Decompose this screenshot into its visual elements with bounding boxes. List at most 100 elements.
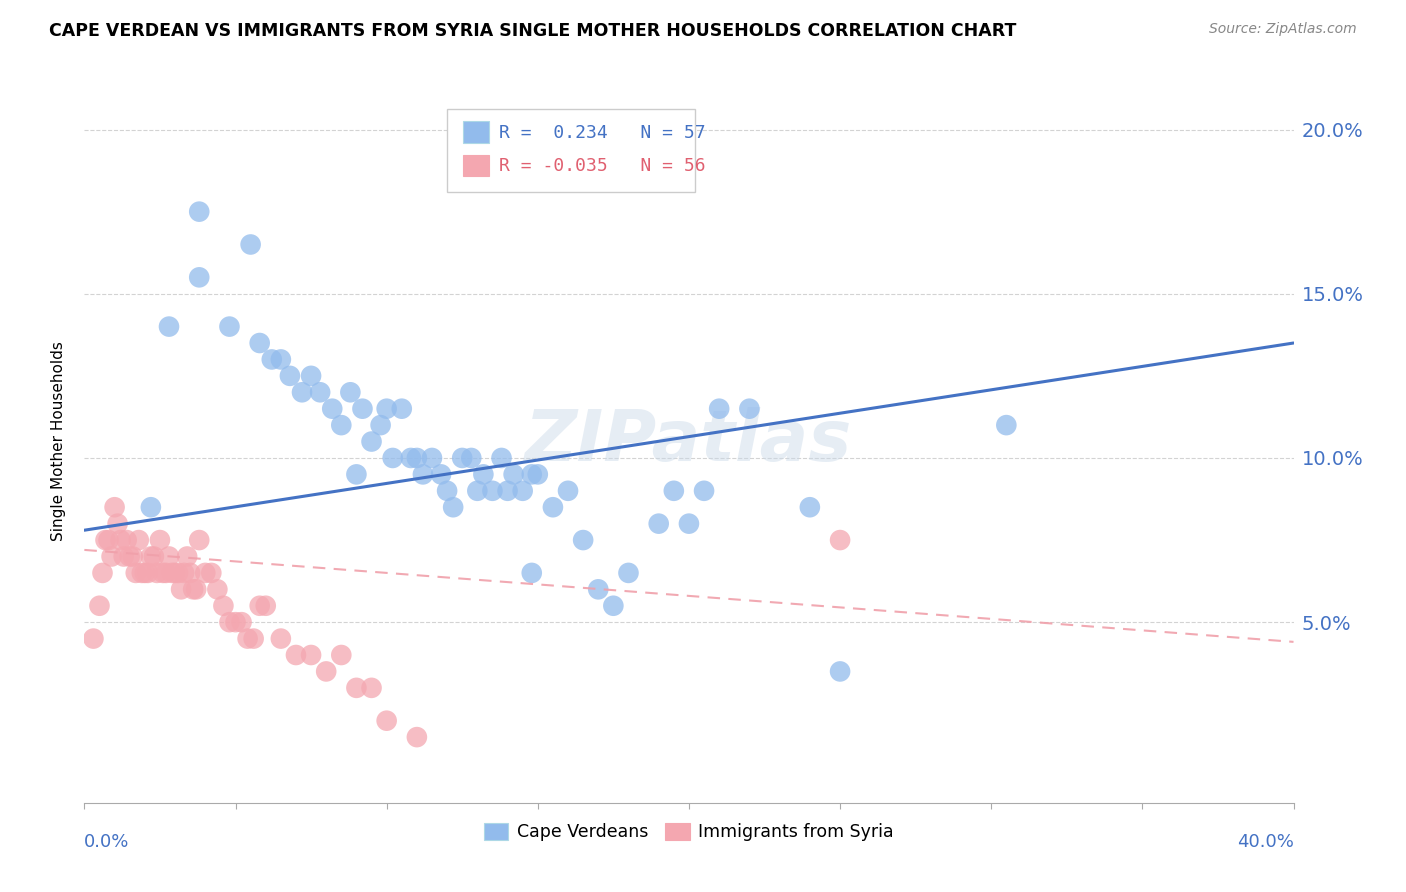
Point	[799, 500, 821, 515]
Point	[496, 483, 519, 498]
Point	[541, 500, 564, 515]
Point	[125, 566, 148, 580]
Point	[375, 714, 398, 728]
Point	[309, 385, 332, 400]
Point	[239, 237, 262, 252]
Point	[131, 566, 153, 580]
Point	[179, 566, 201, 580]
Text: CAPE VERDEAN VS IMMIGRANTS FROM SYRIA SINGLE MOTHER HOUSEHOLDS CORRELATION CHART: CAPE VERDEAN VS IMMIGRANTS FROM SYRIA SI…	[49, 22, 1017, 40]
Point	[467, 483, 489, 498]
FancyBboxPatch shape	[463, 121, 489, 143]
Point	[662, 483, 685, 498]
Point	[830, 533, 852, 547]
Point	[157, 549, 180, 564]
Text: 0.0%: 0.0%	[84, 833, 129, 851]
Point	[572, 533, 595, 547]
Point	[315, 665, 337, 679]
Point	[339, 385, 361, 400]
Legend: Cape Verdeans, Immigrants from Syria: Cape Verdeans, Immigrants from Syria	[477, 816, 901, 848]
Point	[218, 615, 240, 630]
Point	[406, 450, 429, 465]
Point	[89, 599, 111, 613]
Point	[588, 582, 610, 597]
Point	[165, 566, 187, 580]
Point	[278, 368, 301, 383]
Point	[82, 632, 104, 646]
Point	[212, 599, 235, 613]
Text: R = -0.035   N = 56: R = -0.035 N = 56	[499, 157, 706, 175]
Point	[242, 632, 264, 646]
Point	[678, 516, 700, 531]
Point	[520, 467, 543, 482]
Point	[155, 566, 177, 580]
Point	[436, 483, 458, 498]
Point	[186, 582, 208, 597]
Point	[149, 533, 172, 547]
Point	[218, 319, 240, 334]
Point	[557, 483, 579, 498]
Point	[285, 648, 308, 662]
Point	[299, 648, 322, 662]
Point	[136, 566, 159, 580]
Point	[231, 615, 253, 630]
Point	[115, 533, 138, 547]
Point	[352, 401, 374, 416]
Point	[134, 566, 156, 580]
Point	[94, 533, 117, 547]
Point	[176, 549, 198, 564]
Point	[738, 401, 761, 416]
Point	[157, 319, 180, 334]
Point	[602, 599, 624, 613]
Point	[107, 516, 129, 531]
Point	[181, 582, 204, 597]
Point	[152, 566, 174, 580]
Point	[346, 681, 368, 695]
Point	[128, 533, 150, 547]
Point	[370, 418, 392, 433]
Point	[110, 533, 132, 547]
Point	[97, 533, 120, 547]
Point	[121, 549, 143, 564]
Point	[520, 566, 543, 580]
Point	[270, 632, 292, 646]
Point	[167, 566, 190, 580]
Point	[200, 566, 222, 580]
Point	[472, 467, 495, 482]
Text: R =  0.234   N = 57: R = 0.234 N = 57	[499, 124, 706, 142]
Point	[260, 352, 283, 367]
FancyBboxPatch shape	[447, 109, 695, 193]
Point	[391, 401, 413, 416]
Text: 40.0%: 40.0%	[1237, 833, 1294, 851]
Point	[188, 204, 211, 219]
Point	[225, 615, 247, 630]
Point	[270, 352, 292, 367]
Point	[527, 467, 550, 482]
Point	[236, 632, 259, 646]
Y-axis label: Single Mother Households: Single Mother Households	[51, 342, 66, 541]
Point	[249, 336, 271, 351]
Point	[830, 665, 852, 679]
Point	[502, 467, 524, 482]
Point	[188, 270, 211, 285]
Point	[375, 401, 398, 416]
Point	[146, 566, 169, 580]
Point	[170, 582, 193, 597]
Point	[91, 566, 114, 580]
Point	[118, 549, 141, 564]
Point	[112, 549, 135, 564]
Point	[139, 549, 162, 564]
Point	[142, 549, 165, 564]
Point	[207, 582, 229, 597]
Point	[299, 368, 322, 383]
Point	[188, 533, 211, 547]
Point	[491, 450, 513, 465]
Point	[512, 483, 534, 498]
Point	[693, 483, 716, 498]
Point	[617, 566, 640, 580]
Point	[249, 599, 271, 613]
Point	[460, 450, 482, 465]
Point	[194, 566, 217, 580]
Point	[420, 450, 443, 465]
Point	[104, 500, 127, 515]
Point	[330, 418, 353, 433]
